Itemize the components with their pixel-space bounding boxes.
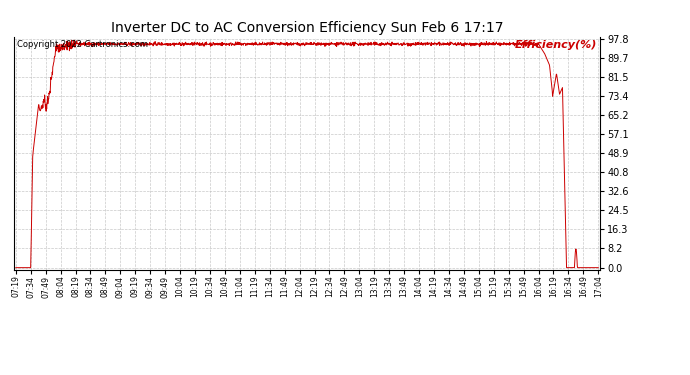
Title: Inverter DC to AC Conversion Efficiency Sun Feb 6 17:17: Inverter DC to AC Conversion Efficiency …	[111, 21, 503, 35]
Text: Efficiency(%): Efficiency(%)	[515, 40, 598, 50]
Text: Copyright 2022 Cartronics.com: Copyright 2022 Cartronics.com	[17, 40, 148, 49]
